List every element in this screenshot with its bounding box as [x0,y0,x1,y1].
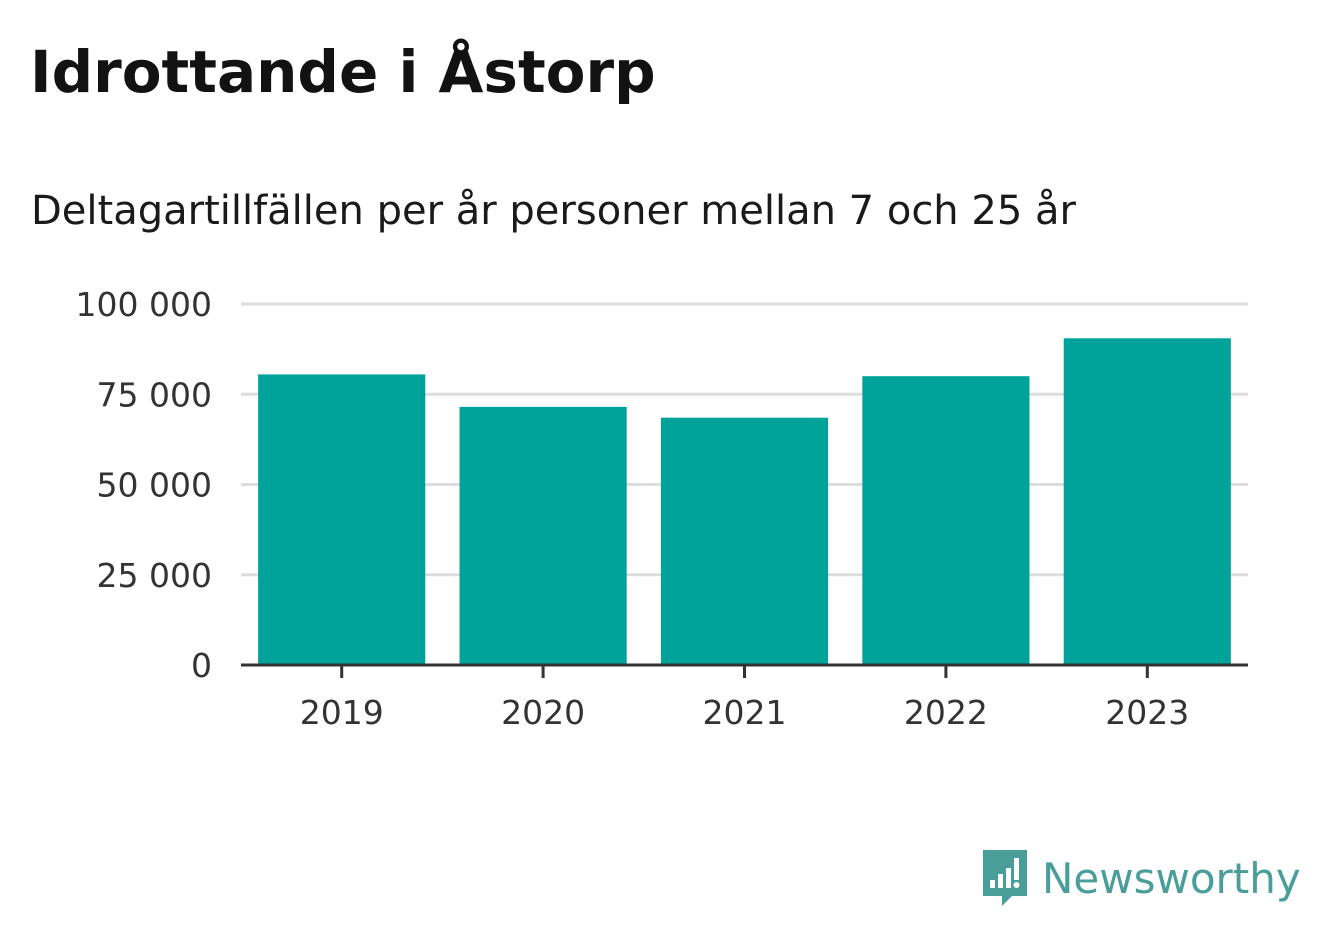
y-axis-ticks: 0 25 000 50 000 75 000 100 000 [76,285,212,685]
chart-subtitle: Deltagartillfällen per år personer mella… [31,188,1076,234]
chart-title: Idrottande i Åstorp [30,38,656,106]
x-tick-label: 2019 [300,693,384,732]
bar-2023 [1063,338,1231,665]
bar-2020 [459,406,627,665]
brand-name: Newsworthy [1042,853,1301,903]
y-tick-label: 100 000 [76,285,212,324]
y-tick-label: 75 000 [97,375,212,414]
y-tick-label: 50 000 [97,466,212,505]
brand-logo: Newsworthy [980,848,1301,908]
bar-2019 [258,374,426,665]
x-tick-label: 2023 [1105,693,1189,732]
x-axis: 2019 2020 2021 2022 2023 [241,663,1248,732]
y-tick-label: 0 [191,646,212,685]
x-tick-label: 2021 [703,693,787,732]
x-tick-label: 2020 [501,693,585,732]
x-tick-label: 2022 [904,693,988,732]
newsworthy-logo-icon [983,850,1027,906]
y-tick-label: 25 000 [97,556,212,595]
bars [258,338,1231,665]
bar-2022 [862,376,1030,665]
bar-2021 [660,417,829,665]
